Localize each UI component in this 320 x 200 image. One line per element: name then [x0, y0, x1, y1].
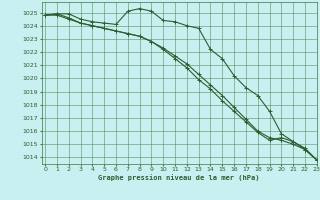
- X-axis label: Graphe pression niveau de la mer (hPa): Graphe pression niveau de la mer (hPa): [99, 174, 260, 181]
